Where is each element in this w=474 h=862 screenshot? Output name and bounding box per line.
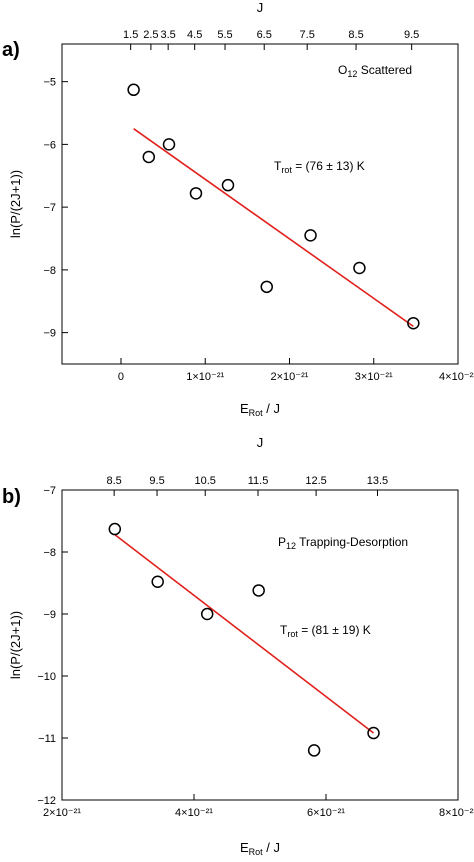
top-tick-label: 13.5 [367, 475, 388, 487]
data-point [189, 187, 203, 200]
data-point [407, 316, 420, 330]
panel-b-x-axis-label: ERot / J [240, 840, 280, 857]
x-tick-label: 4×10⁻²¹ [175, 807, 213, 819]
panel-b-data-points [108, 522, 380, 757]
panel-a-top-ticks: 1.5 2.5 3.5 4.5 5.5 6.5 7.5 8.5 9.5 [123, 29, 419, 50]
x-tick-label: 0 [118, 371, 124, 383]
panel-b-y-axis-label: ln(P/(2J+1)) [8, 611, 23, 679]
y-tick-label: −8 [43, 547, 56, 559]
panel-b-letter: b) [2, 486, 21, 508]
top-tick-label: 5.5 [217, 29, 232, 41]
data-point [252, 584, 265, 597]
data-point [142, 150, 156, 164]
x-tick-label: 1×10⁻²¹ [186, 371, 224, 383]
y-tick-label: −9 [43, 609, 56, 621]
top-tick-label: 4.5 [187, 29, 202, 41]
panel-b-annotation-title: P12 Trapping-Desorption [278, 535, 408, 551]
y-tick-label: −9 [43, 328, 56, 340]
panel-a-y-ticks: −5 −6 −7 −8 −9 [43, 77, 68, 340]
x-tick-label: 2×10⁻²¹ [43, 807, 81, 819]
panel-b: b) J ln(P/(2J+1)) ERot / J P12 Trapping-… [2, 435, 474, 857]
y-tick-label: −11 [38, 733, 56, 745]
panel-b-top-axis-label: J [257, 435, 264, 450]
top-tick-label: 2.5 [143, 29, 158, 41]
top-tick-label: 6.5 [257, 29, 272, 41]
data-point [304, 229, 317, 242]
data-point [260, 280, 273, 294]
data-point [307, 744, 321, 757]
panel-b-annotation-temperature: Trot = (81 ± 19) K [280, 623, 371, 639]
panel-a-plot-frame [61, 43, 459, 365]
data-point [367, 726, 380, 740]
top-tick-label: 1.5 [123, 29, 138, 41]
panel-b-plot-frame [61, 489, 459, 801]
data-point [127, 83, 140, 97]
top-tick-label: 3.5 [161, 29, 176, 41]
panel-a-letter: a) [2, 39, 20, 61]
data-point [221, 178, 235, 192]
x-tick-label: 4×10⁻²¹ [439, 371, 474, 383]
top-tick-label: 11.5 [248, 475, 269, 487]
y-tick-label: −8 [43, 265, 56, 277]
fit-line [114, 534, 375, 734]
x-tick-label: 6×10⁻²¹ [307, 807, 345, 819]
y-tick-label: −12 [37, 795, 56, 807]
y-tick-label: −7 [43, 202, 56, 214]
data-point [200, 607, 214, 621]
panel-b-x-ticks: 2×10⁻²¹ 4×10⁻²¹ 6×10⁻²¹ 8×10⁻²¹ [43, 794, 474, 819]
top-tick-label: 8.5 [106, 475, 121, 487]
data-point [108, 522, 122, 536]
top-tick-label: 7.5 [300, 29, 315, 41]
panel-b-top-ticks: 8.5 9.5 10.5 11.5 12.5 13.5 [106, 475, 388, 496]
panel-a-top-axis-label: J [257, 0, 264, 15]
panel-a-y-axis-label: ln(P/(2J+1)) [8, 170, 23, 238]
top-tick-label: 9.5 [404, 29, 419, 41]
y-tick-label: −7 [43, 485, 56, 497]
data-point [162, 138, 176, 151]
top-tick-label: 8.5 [348, 29, 363, 41]
panel-b-y-ticks: −7 −8 −9 −10 −11 −12 [37, 485, 68, 807]
panel-a-annotation-title: O12 Scattered [338, 63, 412, 79]
y-tick-label: −10 [37, 671, 56, 683]
data-point [151, 575, 164, 589]
x-tick-label: 8×10⁻²¹ [439, 807, 474, 819]
panel-a-x-ticks: 0 1×10⁻²¹ 2×10⁻²¹ 3×10⁻²¹ 4×10⁻²¹ [118, 358, 474, 383]
top-tick-label: 9.5 [149, 475, 164, 487]
panel-a-data-points [127, 83, 420, 330]
panel-a-x-axis-label: ERot / J [240, 401, 280, 418]
panel-b-fit-line [114, 534, 375, 734]
panel-a-annotation-temperature: Trot = (76 ± 13) K [274, 159, 365, 175]
y-tick-label: −5 [43, 77, 56, 89]
x-tick-label: 2×10⁻²¹ [271, 371, 309, 383]
top-tick-label: 12.5 [305, 475, 326, 487]
top-tick-label: 10.5 [195, 475, 216, 487]
fit-line [133, 128, 414, 328]
panel-a: a) J ln(P/(2J+1)) ERot / J O12 Scattered… [2, 0, 474, 418]
panel-a-fit-line [133, 128, 414, 328]
y-tick-label: −6 [43, 139, 56, 151]
data-point [353, 261, 366, 275]
x-tick-label: 3×10⁻²¹ [355, 371, 393, 383]
